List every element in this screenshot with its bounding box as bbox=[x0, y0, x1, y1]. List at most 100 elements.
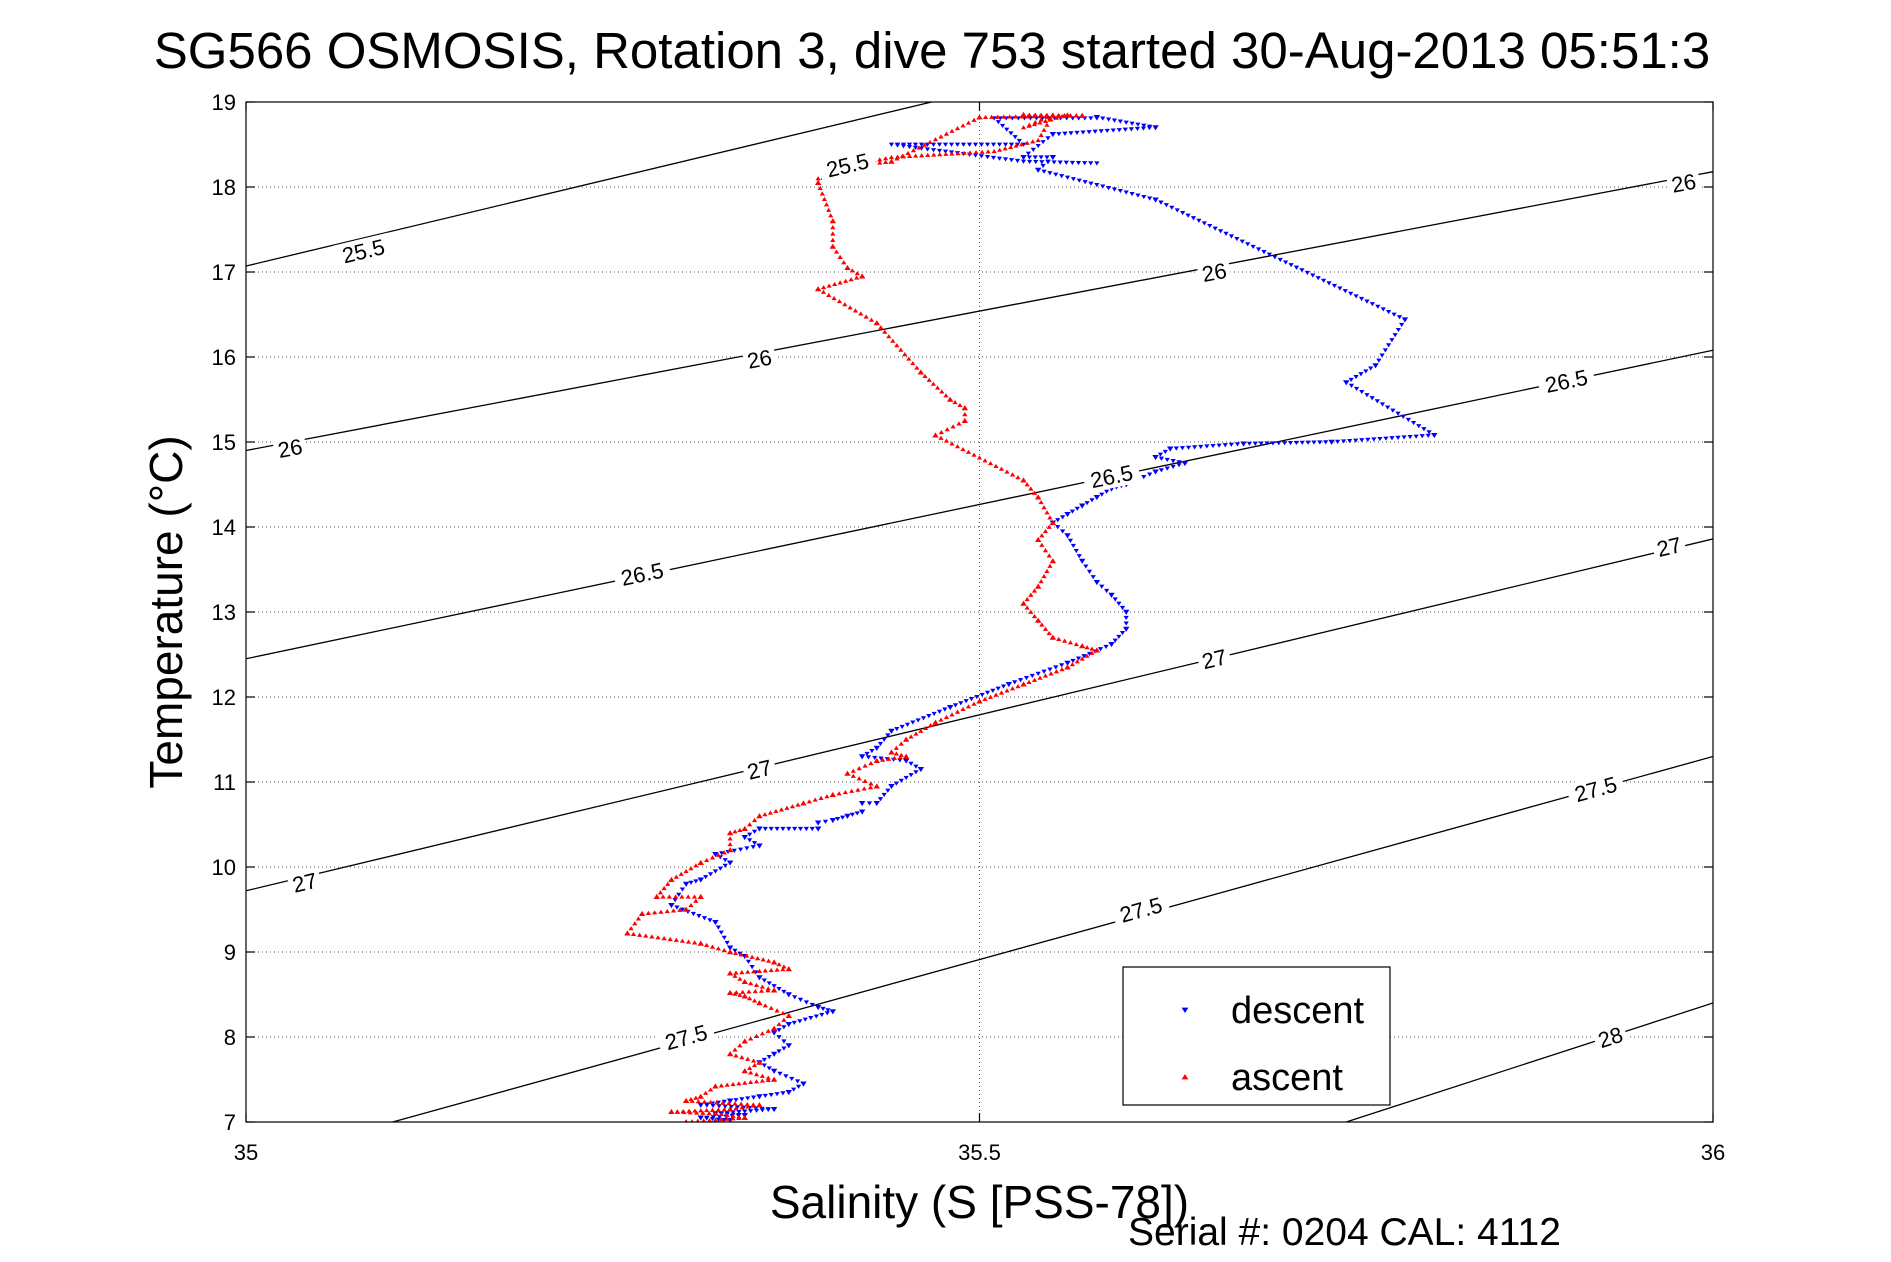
ascent-point bbox=[836, 791, 842, 796]
descent-point bbox=[785, 992, 792, 998]
descent-point bbox=[839, 815, 846, 820]
descent-point bbox=[747, 838, 753, 843]
descent-point bbox=[762, 826, 768, 832]
descent-point bbox=[770, 1107, 778, 1113]
descent-point bbox=[984, 690, 991, 695]
descent-point bbox=[770, 1051, 778, 1057]
descent-point bbox=[690, 911, 697, 917]
ascent-point bbox=[960, 706, 966, 712]
descent-point bbox=[888, 142, 895, 147]
descent-point bbox=[800, 1081, 807, 1087]
descent-point bbox=[996, 156, 1003, 161]
descent-point bbox=[1389, 338, 1395, 343]
descent-point bbox=[1134, 126, 1141, 132]
contour-label-background bbox=[1665, 167, 1702, 198]
ascent-point bbox=[943, 438, 950, 443]
ascent-point bbox=[780, 1010, 786, 1016]
descent-point bbox=[726, 1098, 734, 1104]
descent-point bbox=[1070, 658, 1076, 664]
descent-point bbox=[1374, 399, 1380, 404]
descent-point bbox=[1047, 171, 1053, 176]
ascent-point bbox=[765, 1077, 771, 1082]
ascent-point bbox=[1039, 622, 1045, 627]
descent-point bbox=[756, 1094, 763, 1100]
descent-point bbox=[1086, 130, 1092, 135]
descent-point bbox=[913, 764, 919, 769]
descent-point bbox=[1234, 237, 1240, 242]
ascent-point bbox=[752, 989, 758, 994]
descent-point bbox=[672, 898, 678, 903]
ascent-point bbox=[1038, 579, 1044, 584]
descent-point bbox=[1098, 129, 1104, 134]
ascent-point bbox=[888, 154, 895, 160]
ascent-point bbox=[960, 123, 966, 128]
ascent-point bbox=[657, 890, 664, 895]
ascent-point bbox=[760, 957, 766, 962]
ascent-point bbox=[995, 114, 1001, 119]
ascent-point bbox=[1034, 617, 1042, 623]
ascent-point bbox=[965, 449, 972, 454]
ascent-point bbox=[847, 305, 853, 310]
ascent-point bbox=[732, 1101, 738, 1106]
contour-label-background bbox=[1195, 643, 1233, 675]
ascent-point bbox=[759, 1073, 765, 1078]
descent-point bbox=[716, 1104, 722, 1109]
ascent-point bbox=[785, 966, 792, 972]
ascent-point bbox=[818, 795, 824, 800]
descent-point bbox=[1111, 187, 1118, 192]
descent-point bbox=[822, 819, 829, 824]
ascent-point bbox=[854, 275, 860, 280]
ascent-point bbox=[741, 993, 748, 999]
ascent-point bbox=[877, 157, 883, 162]
ascent-point bbox=[736, 1081, 742, 1086]
descent-point bbox=[888, 784, 895, 790]
ascent-point bbox=[665, 881, 671, 886]
descent-point bbox=[797, 1019, 803, 1024]
ascent-point bbox=[1031, 677, 1038, 682]
ascent-point bbox=[739, 970, 745, 975]
descent-point bbox=[1135, 122, 1141, 127]
descent-point bbox=[1353, 294, 1359, 299]
descent-point bbox=[1426, 430, 1432, 435]
ascent-point bbox=[880, 757, 886, 762]
ascent-point bbox=[1049, 634, 1057, 640]
descent-point bbox=[990, 688, 996, 693]
descent-point bbox=[809, 826, 815, 832]
ascent-point bbox=[709, 1107, 716, 1112]
descent-point bbox=[756, 975, 763, 981]
ascent-point bbox=[658, 909, 664, 914]
descent-point bbox=[1141, 475, 1147, 480]
ascent-point bbox=[762, 968, 768, 973]
descent-point bbox=[712, 852, 719, 858]
descent-point bbox=[674, 905, 680, 910]
descent-point bbox=[809, 1002, 815, 1008]
ascent-point bbox=[693, 898, 699, 903]
ascent-point bbox=[643, 933, 649, 938]
ascent-point bbox=[765, 1028, 771, 1033]
descent-point bbox=[936, 142, 943, 147]
descent-point bbox=[712, 869, 719, 874]
descent-point bbox=[936, 148, 943, 154]
descent-point bbox=[1123, 621, 1129, 626]
descent-point bbox=[1198, 444, 1204, 450]
y-tick-label: 14 bbox=[212, 515, 236, 540]
descent-point bbox=[1315, 276, 1321, 281]
descent-point bbox=[1040, 163, 1046, 169]
descent-point bbox=[1104, 489, 1110, 494]
ascent-point bbox=[927, 139, 933, 144]
ascent-point bbox=[721, 850, 727, 855]
ascent-point bbox=[1047, 117, 1053, 122]
descent-point bbox=[972, 153, 979, 158]
ascent-point bbox=[1047, 515, 1053, 520]
descent-point bbox=[931, 711, 937, 717]
descent-point bbox=[1068, 131, 1074, 136]
descent-point bbox=[995, 686, 1001, 691]
descent-point bbox=[1431, 432, 1438, 439]
ascent-point bbox=[883, 159, 889, 164]
ascent-point bbox=[1024, 605, 1030, 610]
ascent-point bbox=[1041, 505, 1047, 510]
ascent-point bbox=[1042, 626, 1049, 631]
descent-point bbox=[1173, 446, 1179, 451]
ascent-point bbox=[962, 412, 968, 417]
descent-point bbox=[1073, 548, 1079, 554]
